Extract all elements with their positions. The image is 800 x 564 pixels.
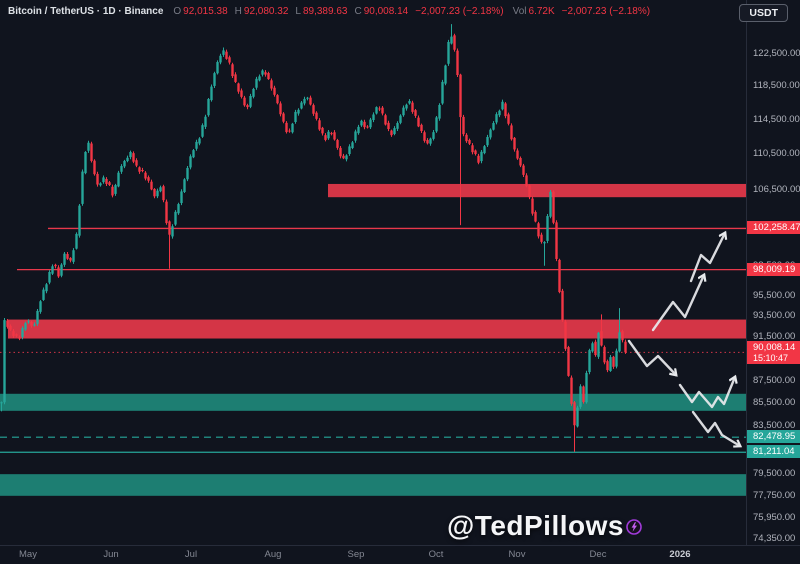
time-tick-Oct: Oct: [428, 549, 444, 560]
price-tick: 87,500.00: [753, 374, 796, 386]
alert-price-label[interactable]: 98,009.19: [747, 262, 800, 276]
price-tick: 106,500.00: [753, 183, 800, 195]
volume-change-value: −2,007.23 (−2.18%): [561, 6, 651, 17]
time-tick-Jul: Jul: [184, 549, 198, 560]
alert-price-label[interactable]: 82,478.95: [747, 430, 800, 444]
candlesticks[interactable]: [0, 24, 627, 452]
low-label: L: [295, 6, 301, 17]
time-tick-2026: 2026: [669, 549, 691, 560]
price-axis[interactable]: 122,500.00 118,500.00 114,500.00 110,500.00…: [746, 0, 800, 546]
open-value: 92,015.38: [183, 6, 228, 17]
price-tick: 91,500.00: [753, 331, 796, 343]
volume-label: Vol: [512, 6, 527, 17]
close-value: 90,008.14: [363, 6, 409, 17]
time-tick-Nov: Nov: [508, 549, 526, 560]
supply-zone-92000[interactable]: [8, 319, 747, 339]
price-tick: 122,500.00: [753, 48, 800, 59]
projection-up-1: [651, 275, 704, 332]
price-tick: 79,500.00: [753, 467, 796, 479]
price-tick: 95,500.00: [753, 289, 796, 301]
price-tick: 75,950.00: [753, 512, 796, 524]
close-label: C: [354, 6, 362, 17]
alert-price-label[interactable]: 102,258.47: [747, 221, 800, 235]
volume-value: 6.72K: [528, 6, 555, 17]
projection-bounce: [678, 377, 735, 409]
time-tick-Sep: Sep: [347, 549, 365, 560]
demand-zone-85500[interactable]: [0, 393, 747, 411]
time-tick-Dec: Dec: [589, 549, 607, 560]
price-tick: 83,500.00: [753, 420, 796, 432]
demand-zone-78500[interactable]: [0, 474, 747, 496]
price-tick: 77,750.00: [753, 489, 796, 501]
symbol-legend[interactable]: Bitcoin / TetherUS · 1D · Binance O 92,0…: [8, 6, 659, 17]
projection-down-2: [691, 410, 740, 446]
price-tick: 85,500.00: [753, 397, 796, 409]
currency-toggle-button[interactable]: USDT: [739, 4, 788, 22]
symbol-title[interactable]: Bitcoin / TetherUS · 1D · Binance: [8, 6, 164, 17]
alert-price-label[interactable]: 81,211.04: [747, 445, 800, 459]
supply-zone-106500[interactable]: [328, 183, 747, 198]
price-tick: 74,350.00: [753, 533, 796, 544]
countdown-timer: 15:10:47: [753, 353, 789, 364]
time-tick-Jun: Jun: [103, 549, 119, 560]
last-price-label[interactable]: 90,008.14 15:10:47: [747, 341, 800, 365]
projection-up-2: [689, 233, 725, 283]
time-axis[interactable]: May Jun Jul Aug Sep Oct Nov Dec 2026: [0, 545, 800, 564]
price-tick: 114,500.00: [753, 113, 800, 125]
price-tick: 93,500.00: [753, 310, 796, 322]
price-tick: 118,500.00: [753, 80, 800, 92]
high-label: H: [234, 6, 242, 17]
open-label: O: [173, 6, 182, 17]
change-value: −2,007.23 (−2.18%): [415, 6, 504, 17]
time-tick-Aug: Aug: [264, 549, 282, 560]
price-tick: 110,500.00: [753, 148, 800, 160]
low-value: 89,389.63: [302, 6, 348, 17]
projection-down-1: [627, 339, 676, 375]
time-tick-May: May: [19, 549, 37, 560]
high-value: 92,080.32: [243, 6, 289, 17]
